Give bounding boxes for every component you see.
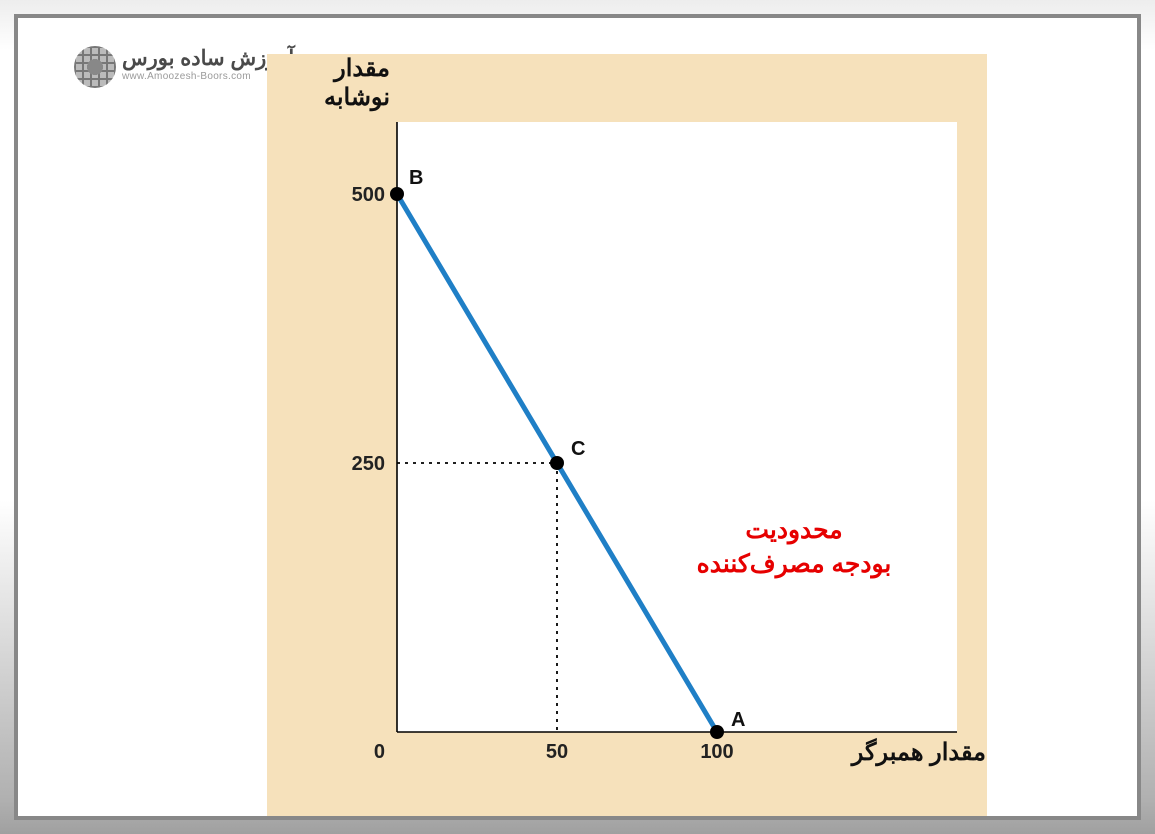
point-label-C: C (571, 438, 585, 460)
point-C (550, 456, 564, 470)
page-background: آموزش ساده بورس www.Amoozesh-Boors.com 2… (0, 0, 1155, 834)
origin-label: 0 (374, 741, 385, 763)
callout-line2: بودجه مصرف‌کننده (697, 550, 892, 578)
x-tick-label: 100 (700, 741, 733, 763)
x-axis-title: مقدار همبرگر (828, 738, 986, 767)
point-B (390, 187, 404, 201)
chart-svg: 250 500 0 50 100 B C A (267, 54, 987, 820)
brand-subtitle: www.Amoozesh-Boors.com (122, 71, 251, 82)
globe-icon (74, 46, 116, 88)
budget-constraint-callout: محدودیت بودجه مصرف‌کننده (664, 514, 924, 582)
chart: 250 500 0 50 100 B C A (267, 54, 987, 820)
y-tick-label: 250 (352, 453, 385, 475)
y-axis-title: مقدار نوشابه (276, 54, 390, 112)
frame: آموزش ساده بورس www.Amoozesh-Boors.com 2… (14, 14, 1141, 820)
point-label-B: B (409, 167, 423, 189)
y-tick-label: 500 (352, 184, 385, 206)
callout-line1: محدودیت (745, 516, 842, 544)
plot-area (397, 122, 957, 732)
point-label-A: A (731, 709, 745, 731)
x-tick-label: 50 (546, 741, 568, 763)
point-A (710, 725, 724, 739)
brand-logo: آموزش ساده بورس www.Amoozesh-Boors.com (74, 46, 294, 88)
